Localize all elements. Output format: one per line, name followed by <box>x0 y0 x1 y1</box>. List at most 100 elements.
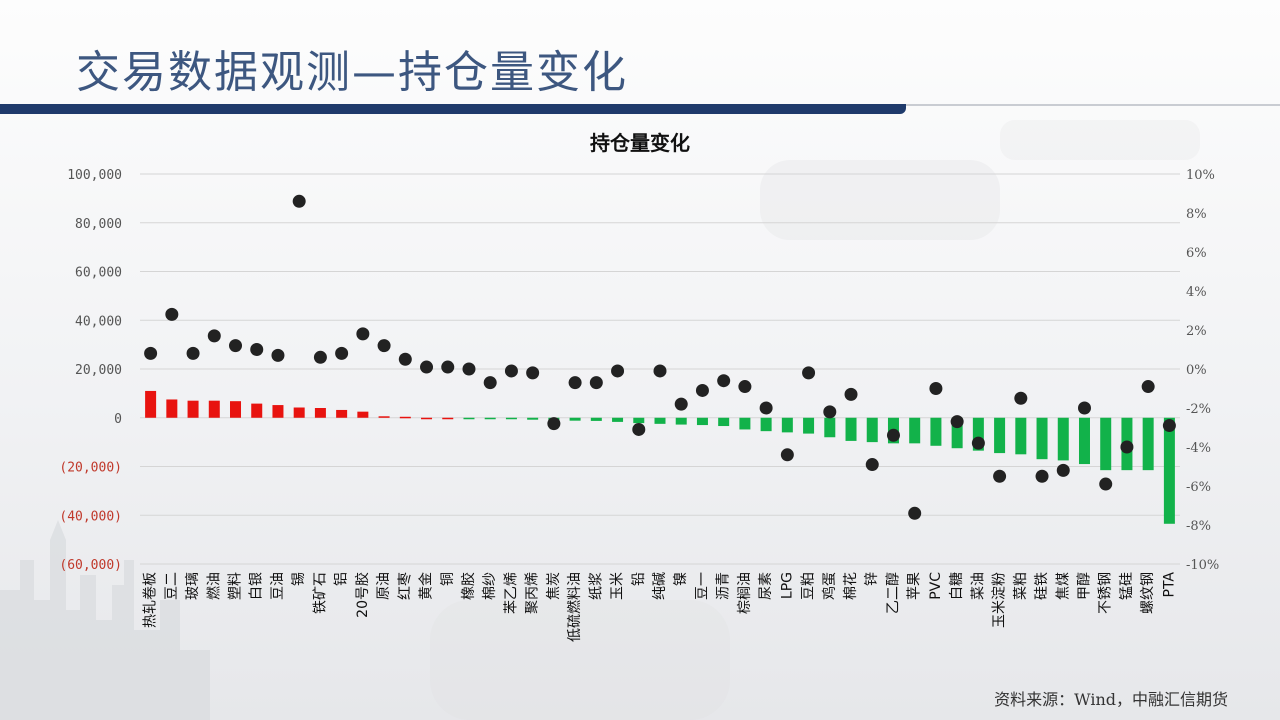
data-point <box>844 387 858 401</box>
bar <box>272 405 284 418</box>
data-point <box>441 360 455 374</box>
bar <box>1057 417 1069 461</box>
data-point <box>335 346 349 360</box>
category-label: 棕榈油 <box>737 572 753 614</box>
bar <box>1142 417 1154 471</box>
right-tick-label: -4% <box>1186 441 1211 456</box>
data-point <box>1077 401 1091 415</box>
bar <box>166 399 178 418</box>
category-label: 焦炭 <box>546 572 562 600</box>
left-tick-label: 100,000 <box>67 168 122 183</box>
category-label: 锡 <box>291 572 307 586</box>
category-label: 聚丙烯 <box>525 572 541 614</box>
data-point <box>802 366 816 380</box>
point-series <box>144 194 1176 520</box>
bar <box>845 417 857 441</box>
data-point <box>653 364 667 378</box>
category-label: 豆油 <box>270 572 286 600</box>
data-point <box>823 405 837 419</box>
category-label: 铁矿石 <box>312 572 328 614</box>
bar <box>1163 417 1175 524</box>
bar <box>1036 417 1048 460</box>
bar <box>527 417 539 420</box>
category-label: 镍 <box>673 572 689 586</box>
right-tick-label: -2% <box>1186 402 1211 417</box>
right-tick-label: -10% <box>1186 558 1219 573</box>
right-tick-label: 10% <box>1186 168 1215 183</box>
bar <box>930 417 942 446</box>
data-point <box>229 339 243 353</box>
left-tick-label: 20,000 <box>75 363 122 378</box>
category-label: 低硫燃料油 <box>566 572 583 642</box>
category-label: 铜 <box>440 572 456 586</box>
data-point <box>695 383 709 397</box>
bar <box>1078 417 1090 465</box>
bar <box>484 417 496 420</box>
data-point <box>908 506 922 520</box>
right-tick-label: -6% <box>1186 480 1211 495</box>
bar <box>187 400 199 418</box>
data-point <box>993 469 1007 483</box>
data-point <box>420 360 434 374</box>
right-tick-label: -8% <box>1186 519 1211 534</box>
right-tick-label: 0% <box>1186 363 1207 378</box>
bar <box>208 400 220 418</box>
category-label: 棉花 <box>842 572 859 600</box>
data-point <box>313 350 327 364</box>
data-point <box>186 346 200 360</box>
bar <box>760 417 772 432</box>
right-tick-label: 8% <box>1186 207 1207 222</box>
title-divider-line <box>906 104 1280 106</box>
data-point <box>1056 463 1070 477</box>
data-point <box>971 436 985 450</box>
bar <box>909 417 921 444</box>
bar <box>718 417 730 427</box>
category-label: 玉米淀粉 <box>992 572 1008 628</box>
data-point <box>356 327 370 341</box>
bar <box>230 401 242 418</box>
right-tick-label: 4% <box>1186 285 1207 300</box>
bar <box>781 417 793 433</box>
slide-title: 交易数据观测—持仓量变化 <box>76 47 628 98</box>
chart-title: 持仓量变化 <box>590 131 690 155</box>
data-point <box>674 397 688 411</box>
data-point <box>1141 380 1155 394</box>
category-label: PTA <box>1161 572 1177 598</box>
bar <box>696 417 708 426</box>
bar <box>421 417 433 420</box>
left-tick-label: 80,000 <box>75 217 122 232</box>
category-label: 甲醇 <box>1075 572 1092 600</box>
data-point <box>886 428 900 442</box>
gridlines <box>140 173 1180 565</box>
category-label: 菜油 <box>970 572 986 600</box>
data-point <box>738 380 752 394</box>
category-label: 螺纹钢 <box>1140 572 1156 614</box>
bar <box>357 411 369 418</box>
category-label: 纯碱 <box>652 572 668 600</box>
right-axis: 10% 8% 6% 4% 2% 0% -2% -4% -6% -8% -10% <box>1186 168 1219 573</box>
bar <box>1015 417 1027 455</box>
data-point <box>504 364 518 378</box>
bar <box>442 417 454 420</box>
data-point <box>865 458 879 472</box>
category-label: 玻璃 <box>184 572 201 600</box>
left-tick-label: (20,000) <box>59 461 122 476</box>
bar <box>336 409 348 418</box>
category-labels: 热轧卷板 豆二 玻璃 燃油 塑料 白银 豆油锡铁矿石铝 20号胶 原油 红枣 黄金铜橡胶 棉纱 苯乙烯聚… <box>143 572 1178 642</box>
category-label: 豆二 <box>164 572 180 600</box>
data-point <box>611 364 625 378</box>
data-point <box>589 376 603 390</box>
bar <box>399 416 411 419</box>
right-tick-label: 2% <box>1186 324 1207 339</box>
data-point <box>568 376 582 390</box>
category-label: PVC <box>928 572 944 600</box>
data-point <box>165 307 179 321</box>
left-tick-label: 0 <box>114 412 122 427</box>
category-label: 沥青 <box>716 572 732 600</box>
category-label: 红枣 <box>397 572 413 600</box>
category-label: 20号胶 <box>354 572 371 618</box>
bar <box>293 407 305 418</box>
category-label: 橡胶 <box>460 572 477 600</box>
data-point <box>547 417 561 431</box>
